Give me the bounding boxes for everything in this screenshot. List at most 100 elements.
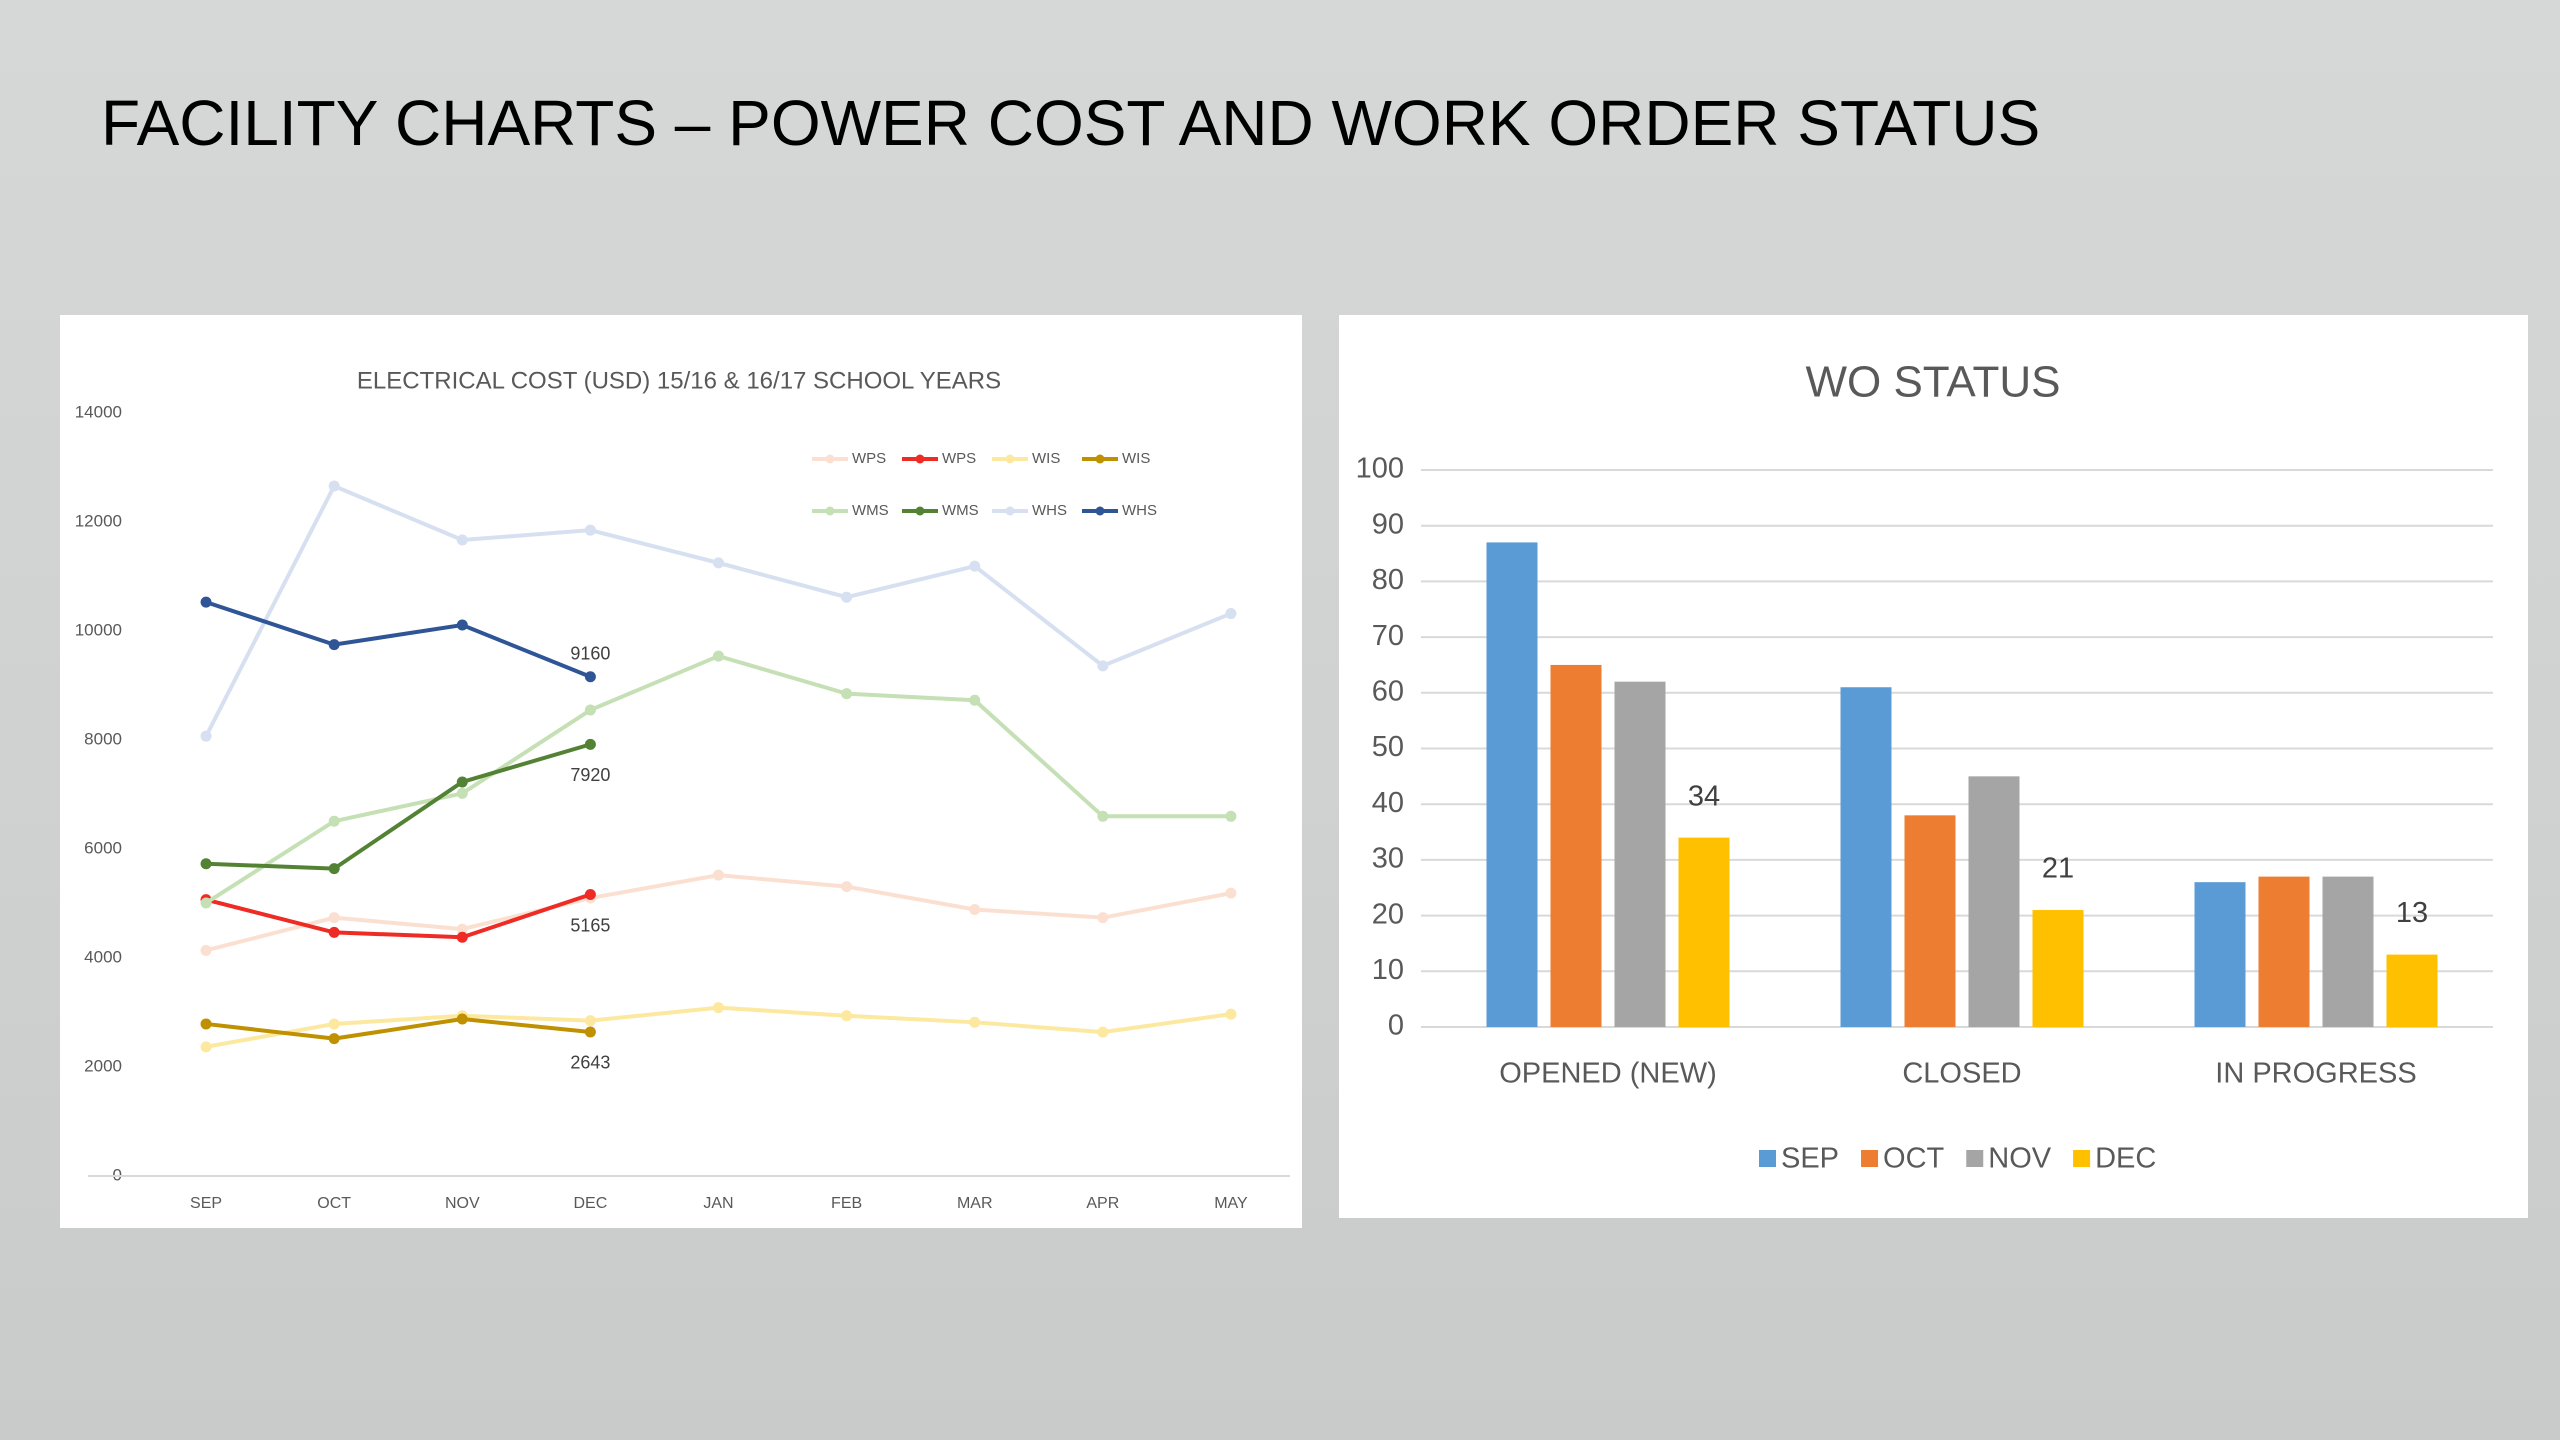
data-label: 5165 (570, 915, 610, 935)
data-point (584, 524, 596, 536)
legend-label: NOV (1988, 1143, 2052, 1175)
bar (2194, 882, 2246, 1027)
data-point (200, 944, 212, 956)
x-tick-label: MAR (957, 1195, 993, 1212)
legend-swatch (1095, 454, 1105, 464)
series-line (205, 600, 592, 679)
legend-label: WHS (1122, 502, 1157, 519)
x-tick-label: JAN (703, 1195, 733, 1212)
data-point (456, 923, 468, 935)
slide-title: FACILITY CHARTS – POWER COST AND WORK OR… (101, 87, 2040, 159)
chart-title: WO STATUS (1805, 358, 2060, 407)
legend-swatch (915, 506, 925, 516)
data-point (713, 650, 724, 662)
data-point (841, 591, 853, 603)
data-point (328, 1033, 340, 1045)
data-point (328, 863, 340, 875)
y-tick-label: 6000 (84, 838, 122, 857)
data-point (328, 1018, 340, 1030)
series-line (205, 892, 592, 940)
data-point (1097, 1026, 1109, 1038)
data-label: 13 (2396, 897, 2428, 929)
data-point (200, 596, 212, 608)
x-tick-label: MAY (1214, 1195, 1248, 1212)
bar (1840, 687, 1892, 1027)
data-point (1225, 887, 1237, 899)
bar (2386, 954, 2438, 1027)
y-tick-label: 0 (1388, 1010, 1404, 1042)
data-point (841, 688, 853, 700)
y-tick-label: 30 (1372, 843, 1404, 875)
data-point (328, 926, 340, 938)
y-tick-label: 70 (1372, 620, 1404, 652)
y-tick-label: 90 (1372, 508, 1404, 540)
data-point (584, 1026, 596, 1038)
bar (1904, 815, 1956, 1027)
legend-swatch (915, 454, 925, 464)
legend-swatch (1005, 506, 1015, 516)
legend-label: DEC (2095, 1143, 2156, 1175)
data-point (1225, 810, 1237, 822)
chart-panel (60, 315, 1302, 1228)
data-point (200, 897, 212, 909)
x-tick-label: IN PROGRESS (2215, 1058, 2416, 1090)
legend-swatch (1966, 1150, 1984, 1167)
y-tick-label: 12000 (75, 511, 122, 530)
y-tick-label: 20 (1372, 898, 1404, 930)
legend-label: WIS (1122, 450, 1150, 467)
data-point (1225, 1008, 1237, 1020)
data-point (1097, 660, 1109, 672)
data-point (584, 704, 596, 716)
y-tick-label: 14000 (75, 402, 122, 421)
y-tick-label: 10000 (75, 620, 122, 639)
data-point (713, 1002, 724, 1014)
x-tick-label: SEP (190, 1195, 222, 1212)
x-tick-label: APR (1086, 1195, 1119, 1212)
y-tick-label: 4000 (84, 947, 122, 966)
data-label: 2643 (570, 1053, 610, 1073)
bar (2032, 910, 2084, 1027)
legend-label: WPS (942, 450, 976, 467)
legend-swatch (1095, 506, 1105, 516)
legend-label: WIS (1032, 450, 1060, 467)
legend-label: WMS (942, 502, 979, 519)
data-point (841, 1010, 853, 1022)
data-point (1097, 810, 1109, 822)
bar (1550, 664, 1602, 1027)
data-point (584, 889, 596, 901)
data-point (328, 912, 340, 924)
data-point (456, 787, 468, 799)
data-point (713, 557, 724, 569)
data-point (328, 639, 340, 651)
data-point (713, 869, 724, 881)
bar (1614, 681, 1666, 1027)
legend-swatch (1861, 1150, 1879, 1167)
legend-label: WHS (1032, 502, 1067, 519)
series-line (205, 1017, 591, 1041)
y-tick-label: 50 (1372, 731, 1404, 763)
data-point (1225, 608, 1237, 620)
data-point (969, 694, 981, 706)
data-point (969, 1016, 981, 1028)
bar (1968, 776, 2020, 1027)
data-label: 34 (1688, 780, 1720, 812)
x-tick-label: FEB (831, 1195, 862, 1212)
x-tick-label: CLOSED (1902, 1058, 2021, 1090)
data-point (456, 931, 468, 943)
series-line (205, 742, 591, 871)
legend-swatch (1005, 454, 1015, 464)
data-point (200, 730, 212, 742)
bar (1486, 542, 1538, 1027)
legend-swatch (825, 506, 835, 516)
data-label: 21 (2042, 853, 2074, 885)
data-point (456, 1013, 468, 1025)
data-label: 7920 (570, 765, 610, 785)
bar (2322, 876, 2374, 1027)
y-tick-label: 0 (113, 1165, 122, 1184)
data-point (200, 1041, 212, 1053)
data-point (200, 858, 212, 870)
legend-label: SEP (1781, 1143, 1839, 1175)
bar (2258, 876, 2310, 1027)
